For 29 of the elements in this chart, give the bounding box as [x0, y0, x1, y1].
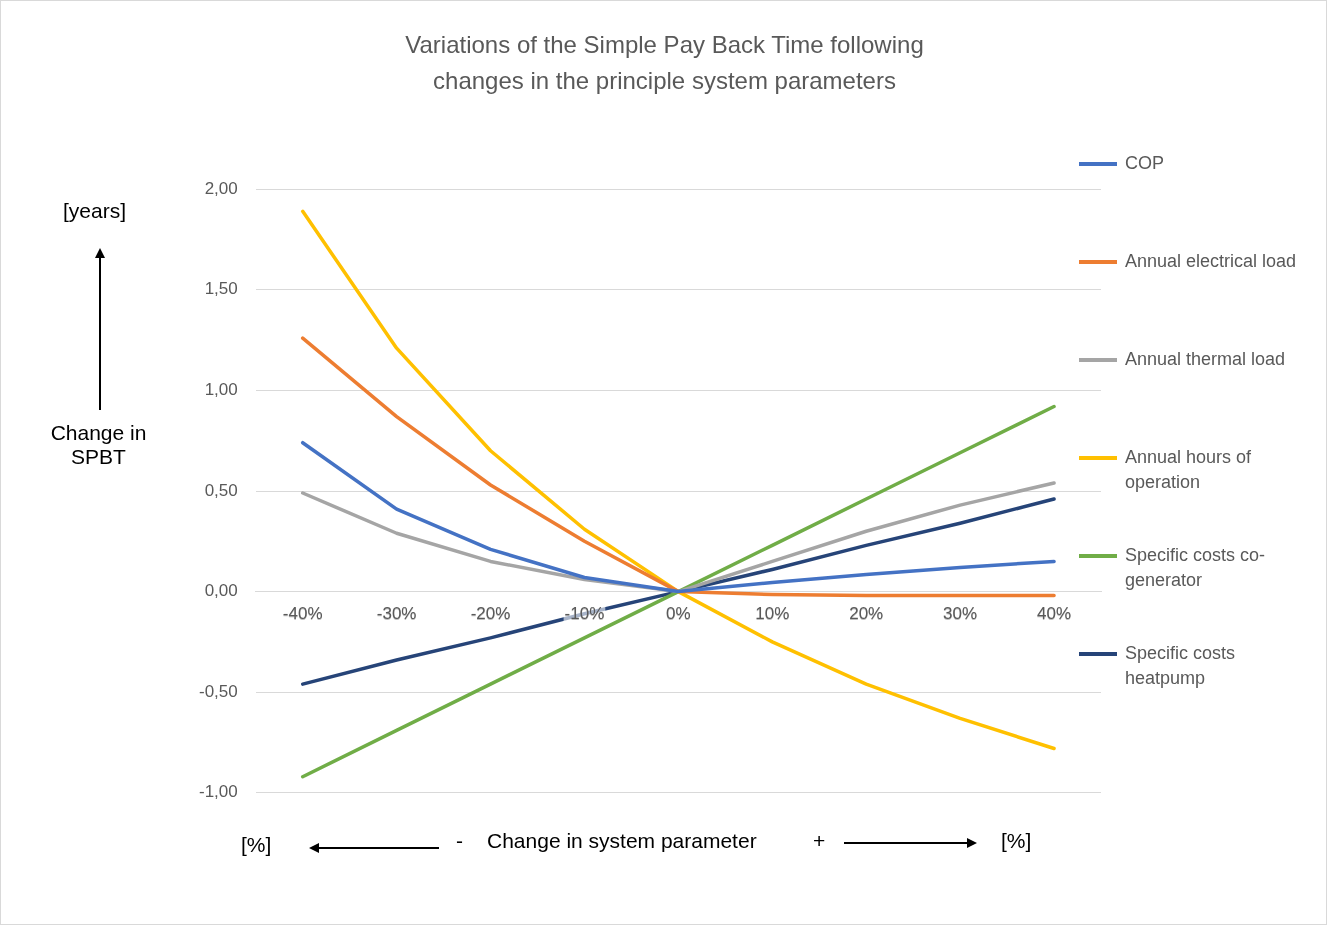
legend-label: Specific costs heatpump	[1125, 643, 1236, 688]
y-tick-label: 1,00	[204, 380, 238, 400]
legend-label: Specific costs co-generator	[1125, 545, 1266, 590]
text: [%]	[241, 833, 272, 857]
y-tick-label: 1,50	[204, 279, 238, 299]
legend-label: COP	[1125, 153, 1165, 173]
x-axis-title: Change in system parameter	[487, 829, 757, 853]
y-axis-title: Change in SPBT	[49, 421, 148, 469]
y-tick-label: -1,00	[199, 782, 238, 802]
x-tick-label: 0%	[666, 605, 691, 625]
y-tick-label: -0,50	[199, 681, 238, 701]
text: +	[813, 829, 826, 853]
legend-label: Annual hours of operation	[1125, 447, 1252, 492]
legend-label: Annual electrical load	[1125, 251, 1297, 271]
legend-label: Annual thermal load	[1125, 349, 1286, 369]
y-tick-label: 2,00	[204, 178, 238, 198]
x-tick-label: 20%	[849, 605, 884, 625]
x-tick-label: -40%	[282, 605, 323, 625]
text: [years]	[63, 199, 127, 223]
text: -	[456, 829, 463, 853]
y-tick-label: 0,00	[204, 581, 238, 601]
chart-title: Variations of the Simple Pay Back Time following changes in the principle system parameters	[404, 30, 925, 96]
text: [%]	[1001, 829, 1032, 853]
y-tick-label: 0,50	[204, 480, 238, 500]
x-tick-label: -30%	[376, 604, 417, 624]
x-tick-label: 10%	[755, 605, 790, 625]
x-tick-label: -20%	[470, 605, 511, 625]
x-tick-label: 30%	[943, 605, 978, 625]
x-tick-label: 40%	[1037, 605, 1072, 625]
